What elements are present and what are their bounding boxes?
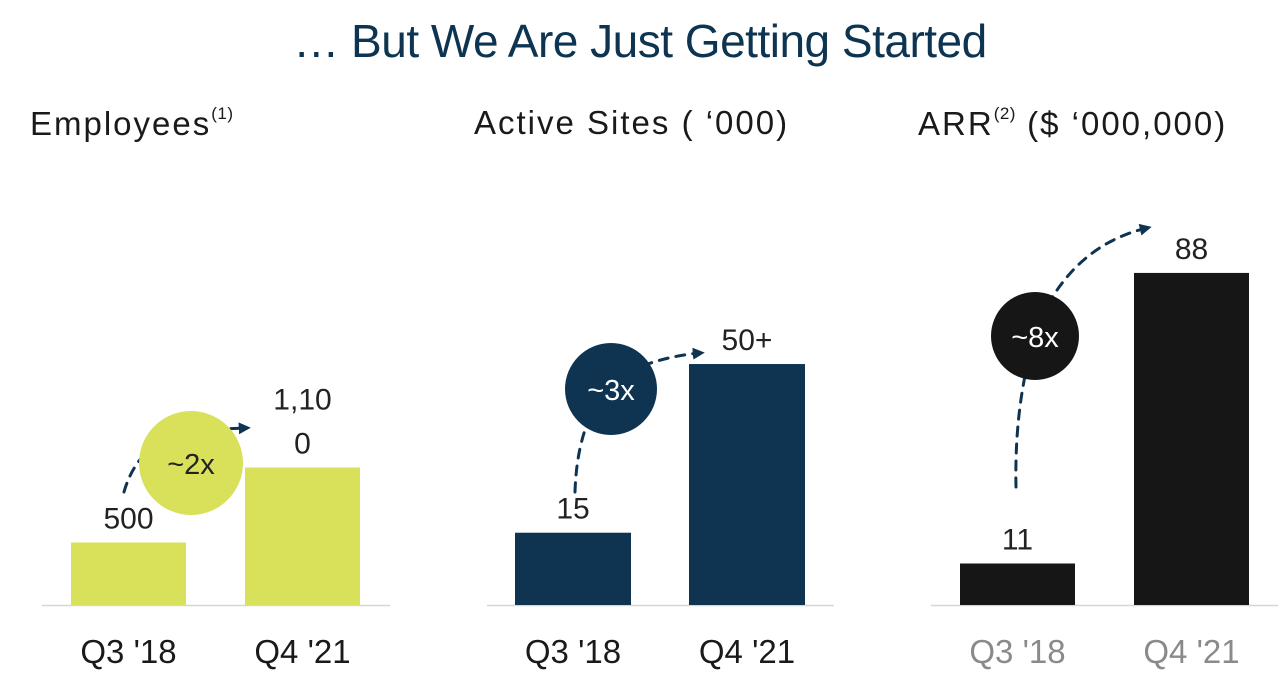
- chart-title-arr: ARR(2) ($ ‘000,000): [918, 104, 1227, 143]
- data-label-employees-0: 500: [103, 503, 153, 536]
- bar-employees-0: [71, 542, 186, 605]
- chart-title-text: ARR: [918, 105, 994, 142]
- page-title: … But We Are Just Getting Started: [293, 15, 987, 67]
- data-label-active-sites-0: 15: [556, 493, 589, 526]
- data-label-arr-0: 11: [1002, 523, 1033, 556]
- chart-title-active-sites: Active Sites ( ‘000): [474, 104, 789, 142]
- bar-active-sites-1: [689, 364, 805, 605]
- multiplier-badge-employees: [139, 411, 243, 515]
- x-tick-label-arr-0: Q3 '18: [969, 633, 1065, 670]
- growth-arrow-active-sites: [573, 347, 705, 494]
- x-tick-label-employees-1: Q4 '21: [254, 633, 350, 670]
- bar-arr-0: [960, 563, 1075, 605]
- multiplier-label-arr: ~8x: [1011, 322, 1059, 354]
- chart-title-text: Active Sites ( ‘000): [474, 104, 790, 141]
- multiplier-label-employees: ~2x: [167, 449, 215, 481]
- multiplier-badge-active-sites: [565, 343, 657, 435]
- footnote-marker: (2): [993, 104, 1016, 123]
- bar-arr-1: [1134, 272, 1249, 605]
- data-label-arr-1: 88: [1175, 233, 1208, 266]
- bar-employees-1: [245, 467, 360, 605]
- x-tick-label-active-sites-0: Q3 '18: [525, 633, 621, 670]
- x-tick-label-employees-0: Q3 '18: [80, 633, 176, 670]
- multiplier-badge-arr: [991, 292, 1079, 380]
- x-tick-label-active-sites-1: Q4 '21: [699, 633, 795, 670]
- multiplier-label-active-sites: ~3x: [587, 375, 635, 407]
- chart-title-employees: Employees(1): [30, 104, 234, 143]
- data-label-employees-1: 1,10 0: [273, 384, 331, 461]
- chart-title-text: Employees: [30, 105, 212, 142]
- chart-title-unit: ($ ‘000,000): [1015, 105, 1228, 142]
- x-tick-label-arr-1: Q4 '21: [1143, 633, 1239, 670]
- footnote-marker: (1): [211, 104, 234, 123]
- bar-active-sites-0: [515, 532, 631, 605]
- data-label-active-sites-1: 50+: [722, 324, 773, 357]
